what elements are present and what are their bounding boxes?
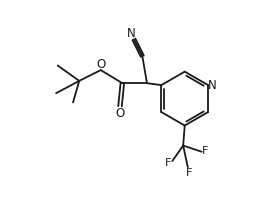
- Text: F: F: [165, 158, 172, 168]
- Text: O: O: [116, 107, 125, 120]
- Text: N: N: [126, 27, 135, 40]
- Text: O: O: [96, 58, 105, 71]
- Text: N: N: [207, 79, 216, 92]
- Text: F: F: [202, 146, 209, 156]
- Text: F: F: [186, 168, 192, 178]
